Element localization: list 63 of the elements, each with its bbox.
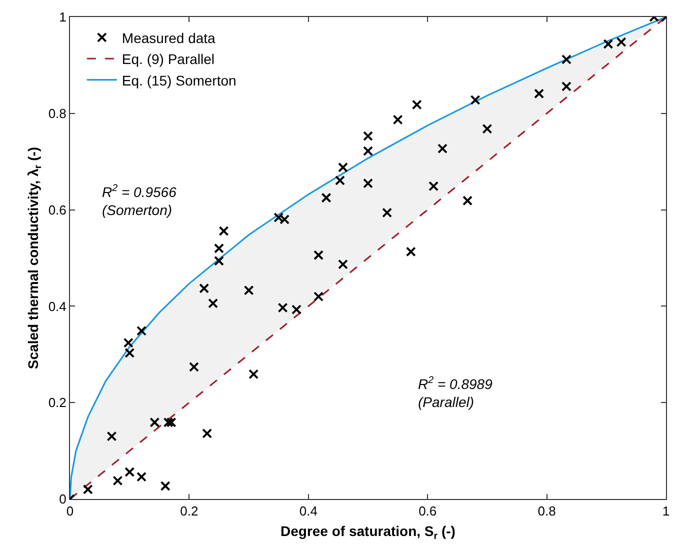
point — [163, 417, 174, 428]
point — [603, 38, 614, 49]
point — [150, 417, 160, 428]
point — [438, 144, 448, 154]
point — [208, 298, 218, 308]
point — [244, 285, 254, 296]
point — [136, 326, 147, 336]
point — [470, 94, 480, 105]
point — [199, 283, 210, 294]
point — [124, 467, 135, 478]
x-tick-label: 1 — [662, 504, 670, 519]
point — [214, 243, 224, 254]
point — [482, 124, 492, 134]
point — [561, 54, 572, 64]
y-tick-label: 1 — [59, 10, 66, 25]
point — [616, 37, 626, 48]
point — [124, 348, 135, 358]
legend-label: Eq. (15) Somerton — [122, 72, 236, 88]
x-tick-label: 0.8 — [538, 504, 556, 519]
legend-label: Measured data — [122, 30, 216, 46]
point — [123, 338, 134, 348]
point — [363, 178, 373, 188]
y-tick-label: 0.2 — [48, 395, 66, 410]
point — [160, 480, 170, 491]
point — [106, 431, 117, 442]
y-tick-label: 0 — [59, 492, 66, 507]
y-tick-label: 0.4 — [48, 298, 66, 314]
point — [338, 259, 348, 270]
point — [363, 131, 373, 142]
point — [166, 417, 176, 428]
point — [136, 472, 147, 482]
point — [406, 246, 416, 257]
x-axis-title: Degree of saturation, S$_{r}$ (-) — [280, 522, 456, 542]
annotation: R$^{2}$ = 0.8989 (Parallel) — [418, 375, 493, 410]
point — [534, 88, 544, 99]
point — [291, 304, 302, 315]
y-tick-label: 0.8 — [48, 106, 66, 121]
point — [462, 196, 473, 206]
point — [321, 192, 332, 203]
legend-label: Eq. (9) Parallel — [122, 51, 215, 68]
point — [412, 100, 422, 110]
point — [334, 175, 345, 186]
point — [248, 369, 259, 380]
x-tick-label: 0.2 — [180, 504, 198, 519]
point — [428, 181, 439, 192]
x-tick-label: 0.4 — [299, 504, 318, 519]
point — [392, 114, 403, 125]
point — [214, 256, 224, 266]
point — [112, 476, 123, 486]
point — [188, 362, 199, 372]
point — [338, 162, 348, 172]
y-tick-label: 0.6 — [48, 202, 66, 218]
point — [278, 302, 288, 313]
point — [382, 208, 392, 218]
point — [363, 146, 373, 156]
point — [82, 484, 93, 494]
point — [218, 226, 229, 236]
point — [561, 81, 572, 92]
point — [202, 428, 212, 438]
point — [314, 250, 324, 260]
point — [314, 292, 324, 302]
annotation: R$^{2}$ = 0.9566 (Somerton) — [102, 183, 177, 218]
x-tick-label: 0.6 — [418, 504, 437, 519]
